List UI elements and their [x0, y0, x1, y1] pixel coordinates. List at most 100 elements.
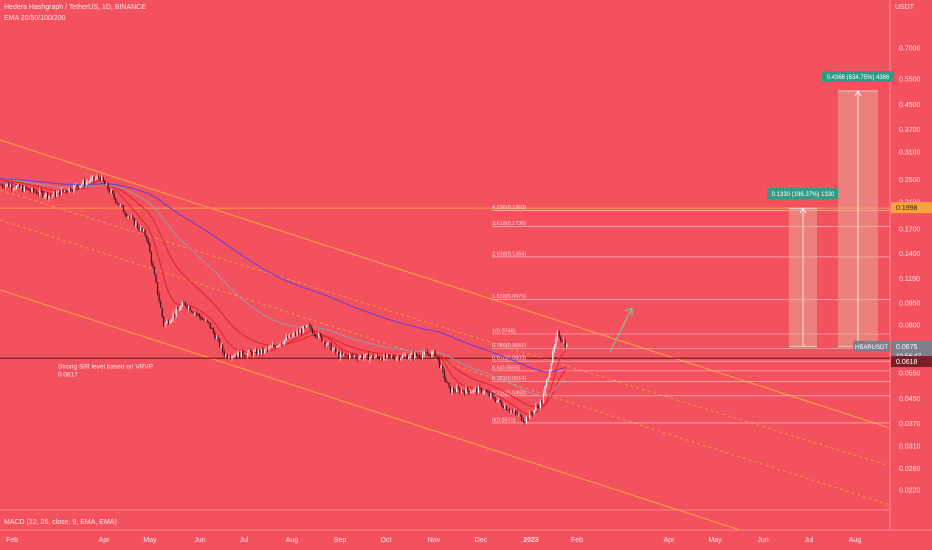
candle-body: [175, 308, 177, 316]
candle-body: [236, 355, 238, 357]
candle-body: [82, 180, 84, 185]
candle-body: [367, 353, 369, 360]
candle-body: [479, 387, 481, 389]
candle-body: [273, 345, 275, 347]
candle-body: [299, 329, 301, 333]
candle-body: [257, 350, 259, 355]
candle-body: [346, 355, 348, 357]
candle-body: [118, 203, 120, 206]
candle-body: [437, 356, 439, 360]
candle-body: [556, 331, 559, 339]
candle-body: [63, 190, 66, 192]
symbol-title[interactable]: Hedera Hashgraph / TetherUS, 1D, BINANCE: [4, 4, 146, 11]
candle-body: [116, 202, 118, 204]
candle-body: [403, 355, 405, 357]
candle-body: [174, 314, 176, 316]
candle-body: [127, 216, 129, 218]
candle-body: [507, 409, 509, 411]
candle-body: [178, 309, 180, 311]
candle-body: [535, 406, 537, 410]
time-tick-label: Dec: [475, 537, 488, 544]
time-tick-label: 2023: [523, 537, 539, 544]
candle-body: [143, 230, 145, 231]
candle-body: [183, 302, 185, 304]
ema-indicator-label[interactable]: EMA 20/50/100/200: [4, 15, 66, 22]
candle-body: [67, 191, 69, 193]
candle-body: [29, 190, 32, 192]
candle-body: [76, 184, 78, 187]
candle-body: [511, 410, 514, 412]
candle-body: [187, 306, 190, 309]
candle-body: [439, 359, 441, 368]
candle-body: [19, 184, 21, 188]
candle-body: [152, 263, 154, 268]
price-tick-label: 0.0450: [899, 396, 921, 403]
candle-body: [470, 391, 472, 393]
candle-body: [398, 356, 400, 360]
candle-body: [448, 382, 450, 387]
candle-body: [220, 345, 222, 347]
candle-body: [453, 388, 455, 392]
candle-body: [553, 346, 555, 352]
candle-body: [242, 350, 244, 356]
candle-body: [358, 357, 360, 359]
candle-body: [392, 356, 394, 359]
candle-body: [482, 392, 484, 394]
candle-body: [60, 189, 63, 196]
fib-level-label: 3.618(0.1730): [492, 221, 526, 227]
candle-body: [338, 351, 340, 358]
candle-body: [552, 351, 554, 364]
candle-body: [5, 185, 7, 188]
candle-body: [324, 341, 326, 346]
candle-body: [414, 353, 416, 358]
fib-level-label: 0.5(0.0559): [492, 365, 520, 371]
candle-body: [384, 354, 386, 358]
candle-body: [408, 357, 410, 359]
candle-body: [284, 339, 286, 344]
candle-body: [36, 192, 38, 194]
candle-body: [1, 184, 4, 187]
candle-body: [226, 354, 228, 359]
time-axis[interactable]: Feb Apr May Jun Jul Aug Sep Oct Nov Dec 2023 Feb Apr…: [6, 537, 861, 544]
candle-body: [14, 188, 16, 190]
candle-body: [538, 406, 540, 408]
candle-body: [539, 401, 541, 408]
candle-body: [293, 332, 295, 335]
candle-body: [149, 243, 151, 253]
candle-body: [40, 190, 42, 192]
candle-body: [132, 216, 134, 218]
candle-body: [480, 388, 483, 393]
time-tick-label: Sep: [334, 537, 347, 544]
candle-body: [429, 354, 431, 357]
candle-body: [369, 357, 371, 360]
candle-body: [195, 312, 197, 314]
macd-indicator-label[interactable]: MACD (12, 26, close, 9, EMA, EMA): [4, 519, 117, 526]
candle-body: [206, 319, 208, 322]
candle-body: [445, 378, 447, 382]
candle-body: [487, 391, 489, 393]
support-price-value: 0.0618: [896, 359, 918, 366]
candle-body: [488, 392, 490, 396]
candle-body: [160, 301, 162, 308]
candle-body: [172, 314, 174, 320]
candle-body: [451, 388, 453, 393]
candle-body: [474, 388, 476, 390]
candle-body: [240, 350, 242, 358]
candle-body: [203, 319, 205, 321]
candle-body: [499, 399, 501, 403]
candle-body: [31, 188, 33, 192]
candle-body: [395, 357, 397, 360]
candle-body: [259, 350, 261, 354]
candle-body: [446, 381, 448, 383]
price-axis[interactable]: 0.70000.55000.45000.37000.31000.25000.21…: [899, 46, 921, 495]
candle-body: [471, 391, 473, 393]
candle-body: [65, 190, 67, 192]
resistance-price-tag: [891, 202, 932, 214]
candle-body: [325, 344, 328, 346]
candle-body: [12, 188, 14, 190]
candle-body: [335, 348, 337, 353]
candle-body: [43, 196, 45, 197]
candle-body: [341, 352, 343, 355]
candle-body: [352, 354, 354, 357]
